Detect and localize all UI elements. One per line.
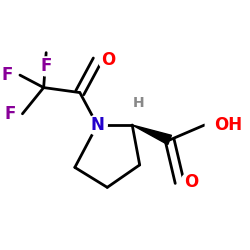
Text: F: F xyxy=(40,58,52,76)
Text: H: H xyxy=(133,96,144,110)
Text: O: O xyxy=(184,173,198,191)
Circle shape xyxy=(98,50,118,70)
Circle shape xyxy=(1,104,20,123)
Circle shape xyxy=(181,172,201,192)
Text: F: F xyxy=(2,66,13,84)
Circle shape xyxy=(0,66,17,84)
Text: F: F xyxy=(5,105,16,123)
Text: N: N xyxy=(90,116,104,134)
Circle shape xyxy=(37,57,56,76)
Polygon shape xyxy=(132,125,172,144)
Circle shape xyxy=(205,112,231,138)
Text: O: O xyxy=(102,51,116,69)
Text: OH: OH xyxy=(214,116,243,134)
Circle shape xyxy=(87,115,107,135)
